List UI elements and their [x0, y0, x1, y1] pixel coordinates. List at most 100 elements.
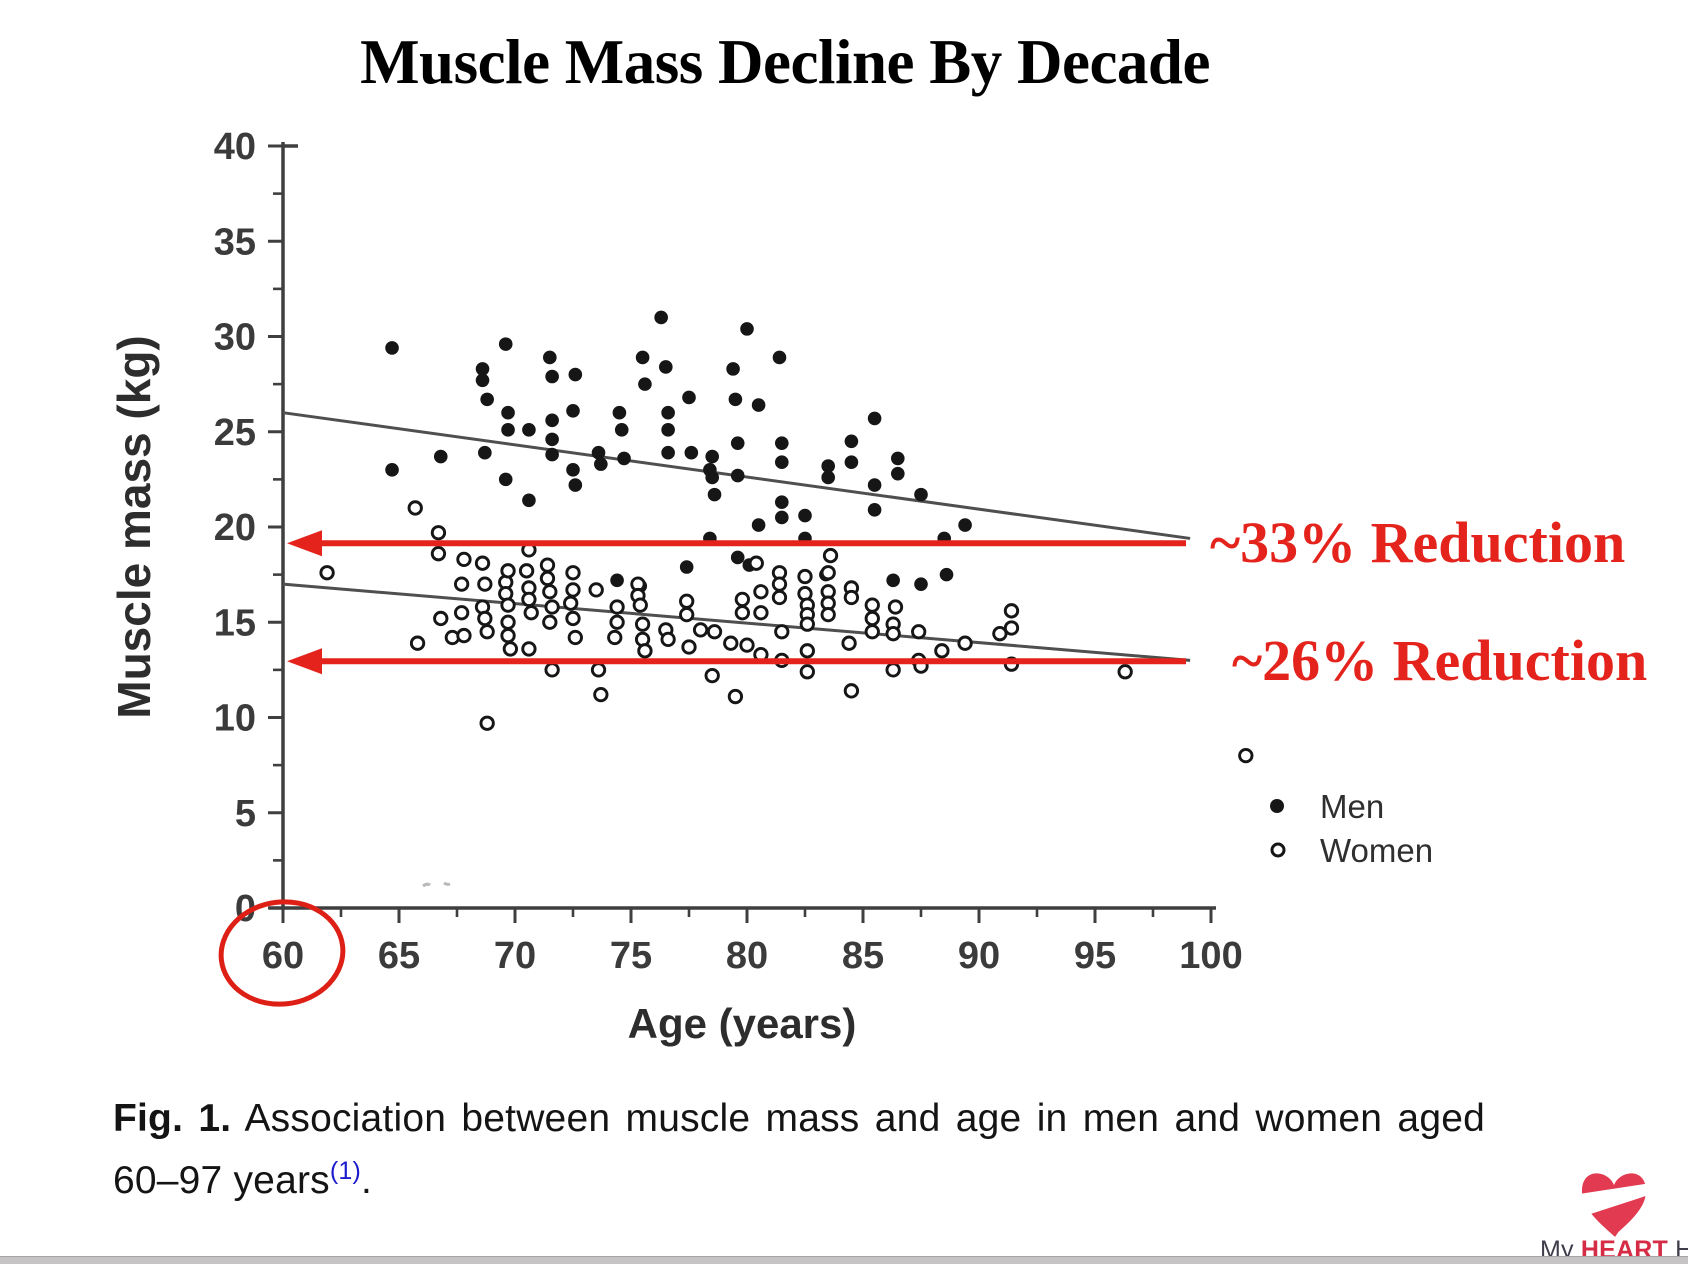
- woman-data-point: [453, 576, 470, 592]
- legend-women-label: Women: [1320, 832, 1433, 869]
- man-data-point: [568, 478, 583, 492]
- woman-data-point: [843, 589, 860, 606]
- arrow-33-reduction: [287, 530, 1186, 557]
- woman-data-point: [565, 582, 581, 598]
- woman-data-point: [521, 591, 537, 608]
- y-tick-label: 30: [214, 317, 256, 359]
- man-data-point: [543, 350, 557, 365]
- woman-data-point: [679, 606, 695, 623]
- man-data-point: [740, 322, 754, 336]
- man-data-point: [498, 337, 513, 351]
- man-data-point: [775, 455, 789, 470]
- woman-data-point: [523, 605, 539, 621]
- annotation-33-label: ~33% Reduction: [1210, 510, 1625, 575]
- woman-data-point: [706, 624, 723, 640]
- woman-data-point: [453, 605, 470, 621]
- woman-data-point: [704, 667, 720, 684]
- woman-data-point: [799, 616, 815, 632]
- man-data-point: [682, 390, 696, 405]
- x-tick-label: 90: [958, 935, 1000, 977]
- woman-data-point: [934, 643, 950, 659]
- woman-data-point: [753, 584, 769, 600]
- x-axis-ticks: [281, 908, 1213, 923]
- man-data-point: [684, 445, 699, 460]
- arrow-26-reduction: [287, 648, 1186, 675]
- x-tick-label: 65: [378, 935, 420, 977]
- woman-data-point: [319, 565, 335, 581]
- x-tick-label: 95: [1074, 935, 1116, 977]
- woman-data-point: [1003, 620, 1020, 636]
- x-tick-label: 85: [842, 935, 884, 977]
- woman-data-point: [477, 610, 493, 627]
- man-data-point: [914, 577, 928, 591]
- woman-data-point: [500, 614, 516, 630]
- woman-data-point: [609, 614, 625, 630]
- man-data-point: [844, 455, 859, 470]
- man-data-point: [385, 463, 399, 477]
- x-tick-label: 75: [610, 935, 652, 977]
- man-data-point: [617, 451, 631, 466]
- y-tick-label: 10: [214, 698, 256, 740]
- man-data-point: [635, 350, 650, 365]
- woman-data-point: [565, 565, 581, 581]
- woman-data-point: [477, 576, 493, 592]
- man-data-point: [886, 573, 900, 588]
- woman-data-point: [479, 624, 495, 640]
- man-data-point: [614, 423, 629, 437]
- man-data-point: [475, 362, 490, 376]
- man-data-point: [661, 445, 675, 460]
- men-scatter-points: [385, 310, 972, 593]
- man-data-point: [939, 567, 954, 582]
- bottom-border-bar: [0, 1256, 1688, 1264]
- man-data-point: [522, 493, 536, 508]
- man-data-point: [867, 411, 882, 426]
- x-tick-label: 100: [1179, 935, 1242, 977]
- man-data-point: [545, 432, 559, 447]
- woman-data-point: [887, 599, 904, 615]
- man-data-point: [772, 350, 787, 365]
- man-data-point: [638, 377, 652, 391]
- woman-data-point: [660, 631, 676, 648]
- my-heart-health-logo: [1566, 1173, 1658, 1237]
- woman-data-point: [563, 595, 579, 611]
- man-data-point: [661, 405, 675, 420]
- woman-data-point: [734, 591, 751, 608]
- woman-data-point: [864, 624, 880, 640]
- x-tick-label: 70: [494, 935, 536, 977]
- woman-data-point: [632, 597, 648, 613]
- circled-60-annotation: [218, 899, 346, 1007]
- caption-fig-label: Fig. 1.: [113, 1097, 232, 1140]
- woman-data-point: [739, 637, 755, 653]
- woman-data-point: [843, 683, 860, 699]
- woman-data-point: [885, 626, 901, 642]
- man-data-point: [654, 310, 668, 325]
- woman-data-point: [727, 688, 744, 705]
- caption-period: .: [361, 1158, 373, 1202]
- man-data-point: [545, 413, 559, 428]
- woman-data-point: [500, 563, 516, 579]
- chart-title: Muscle Mass Decline By Decade: [360, 27, 1210, 97]
- annotation-26-label: ~26% Reduction: [1232, 628, 1647, 693]
- woman-data-point: [456, 627, 472, 644]
- man-data-point: [775, 495, 789, 510]
- man-data-point: [545, 447, 559, 462]
- y-tick-label: 40: [214, 126, 256, 168]
- caption-superscript-reference[interactable]: (1): [329, 1156, 362, 1185]
- man-data-point: [501, 405, 515, 420]
- woman-data-point: [692, 622, 709, 638]
- woman-data-point: [544, 662, 560, 678]
- scan-artifact: [422, 881, 451, 888]
- man-data-point: [661, 423, 675, 437]
- woman-data-point: [637, 643, 653, 659]
- woman-data-point: [479, 715, 495, 731]
- woman-data-point: [539, 557, 556, 573]
- man-data-point: [751, 518, 766, 532]
- woman-data-point: [799, 664, 815, 680]
- woman-data-point: [502, 641, 519, 657]
- figure-caption: Fig. 1. Association between muscle mass …: [113, 1088, 1485, 1211]
- woman-data-point: [864, 597, 880, 613]
- woman-data-point: [430, 525, 447, 541]
- woman-data-point: [797, 568, 813, 585]
- figure-chart: Muscle Mass Decline By Decade Muscle mas…: [108, 27, 1647, 1047]
- woman-data-point: [1003, 603, 1020, 619]
